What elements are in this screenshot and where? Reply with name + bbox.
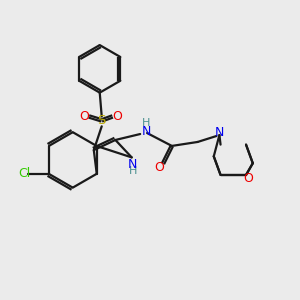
Text: O: O — [112, 110, 122, 123]
Text: H: H — [128, 166, 137, 176]
Text: H: H — [142, 118, 150, 128]
Text: O: O — [243, 172, 253, 185]
Text: Cl: Cl — [18, 167, 30, 180]
Text: N: N — [215, 126, 224, 139]
Text: O: O — [154, 161, 164, 174]
Text: N: N — [128, 158, 137, 171]
Text: O: O — [79, 110, 89, 123]
Text: N: N — [141, 124, 151, 138]
Text: S: S — [98, 114, 106, 127]
